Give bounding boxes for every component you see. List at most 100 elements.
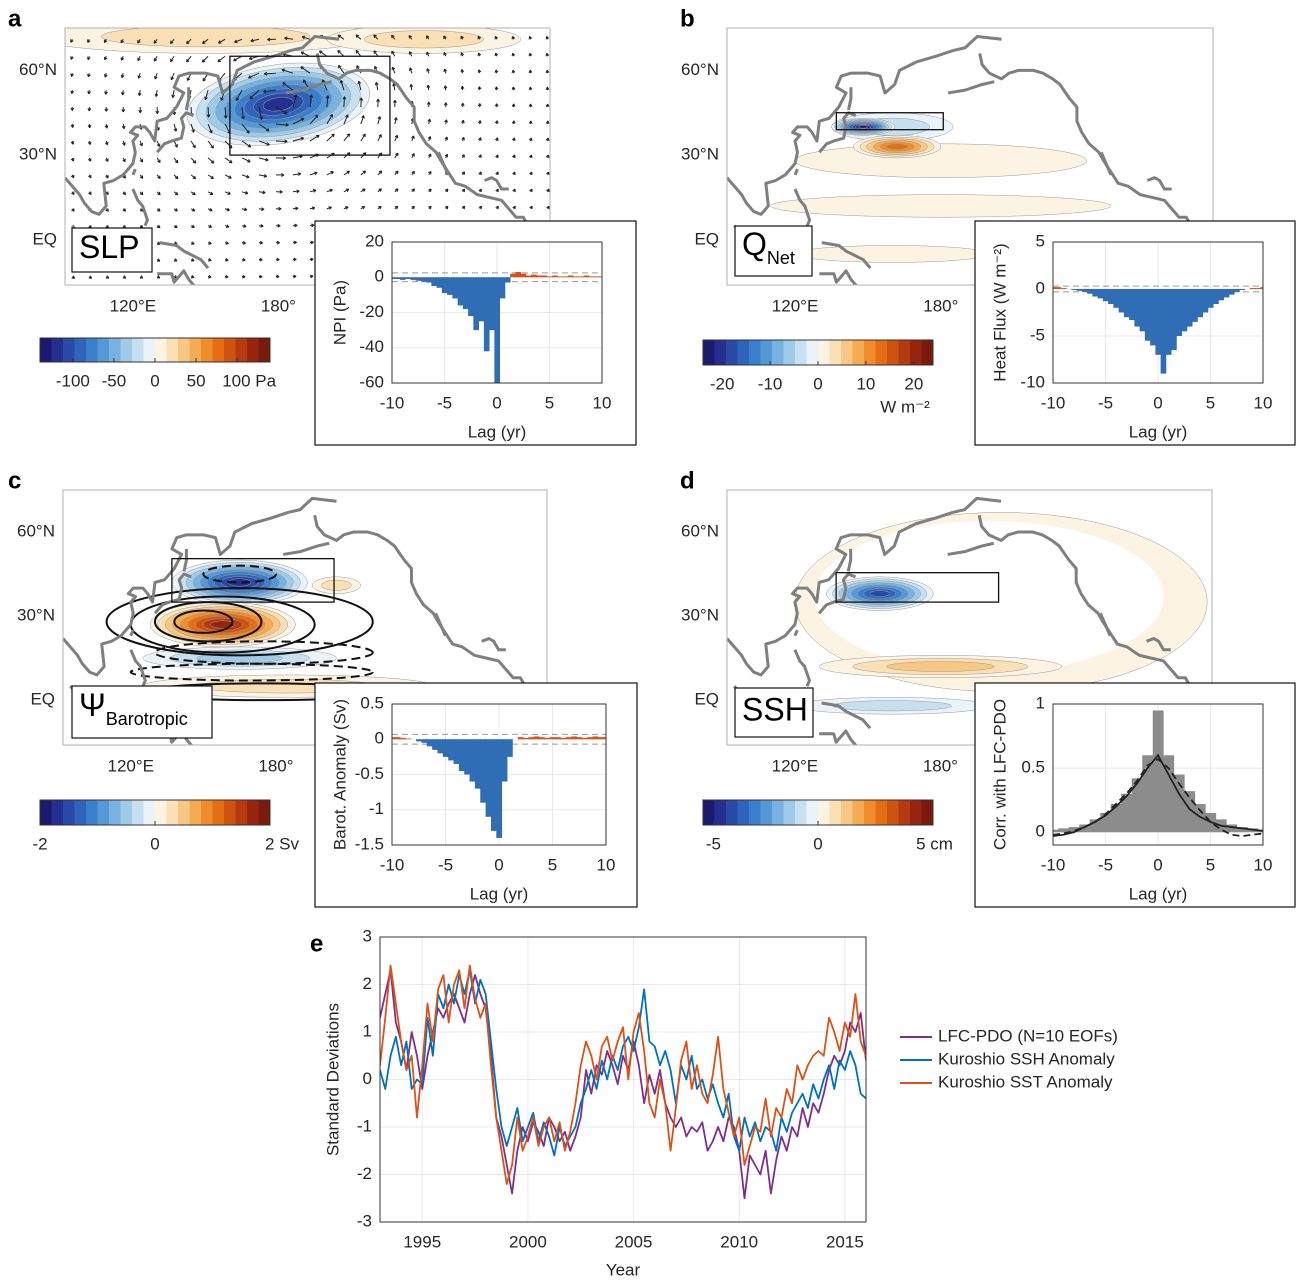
lag-value [1089, 819, 1101, 833]
wind-vector [224, 174, 232, 179]
plot-area [392, 271, 602, 383]
wind-vector-head [192, 175, 197, 180]
wind-vector-head [495, 188, 499, 193]
x-tick-label: -5 [438, 855, 453, 874]
wind-vector-head [263, 89, 267, 94]
colorbar-swatch [40, 800, 52, 825]
wind-vector-head [87, 56, 91, 61]
wind-vector [292, 173, 301, 176]
wind-vector-head [293, 240, 297, 245]
lag-value [448, 739, 454, 761]
wind-vector-head [192, 160, 197, 164]
x-tick-label: 10 [597, 855, 616, 874]
wind-vector [292, 94, 297, 108]
wind-vector-head [155, 110, 160, 115]
wind-vector-head [545, 69, 550, 74]
coastline [818, 572, 857, 615]
lag-value [533, 736, 540, 740]
wind-vector-head [208, 274, 212, 279]
lag-value [1239, 289, 1246, 290]
colorbar-tick-label: 0 [150, 371, 159, 390]
colorbar-swatch [63, 338, 75, 362]
panel-letter: c [8, 467, 21, 494]
wind-vector-head [444, 136, 449, 140]
y-tick-label: 0 [1036, 822, 1045, 841]
wind-vector-head [478, 171, 482, 175]
lag-value [1142, 755, 1154, 833]
wind-vector-head [71, 275, 76, 279]
wind-vector-head [512, 171, 516, 176]
lag-value [592, 736, 599, 740]
wind-vector-head [495, 205, 499, 210]
colorbar-swatch [818, 340, 830, 365]
wind-vector-head [477, 120, 482, 124]
wind-vector-head [411, 188, 416, 192]
wind-vector-head [460, 52, 464, 56]
wind-vector-head [122, 208, 127, 212]
y-axis-label: Heat Flux (W m⁻²) [990, 243, 1009, 381]
axes-frame [391, 241, 603, 384]
anomaly-contour [794, 245, 990, 263]
colorbar-swatch [132, 800, 144, 825]
wind-vector-head [191, 241, 195, 245]
lag-value [1113, 289, 1120, 308]
wind-vector-head [154, 75, 158, 80]
lag-value [1234, 289, 1240, 292]
wind-vector-head [282, 82, 286, 86]
wind-vector-head [330, 171, 334, 175]
wind-vector [224, 140, 233, 149]
y-axis-label: NPI (Pa) [330, 280, 349, 345]
wind-vector-head [309, 94, 314, 98]
wind-vector-head [87, 91, 91, 95]
map-field [727, 496, 1208, 745]
wind-vector-head [250, 38, 254, 43]
colorbar-swatch [212, 800, 225, 825]
wind-vector-head [154, 93, 159, 97]
colorbar-swatch [875, 800, 888, 825]
x-tick-label: 2015 [826, 1232, 864, 1251]
wind-vector-head [310, 240, 314, 245]
lag-value [1155, 289, 1162, 355]
colorbar-swatch [829, 340, 842, 365]
wind-vector [275, 123, 289, 126]
wind-vector-head [233, 57, 237, 62]
colorbar-swatch [910, 800, 922, 825]
wind-vector-head [153, 58, 158, 62]
anomaly-contour [100, 28, 311, 48]
wind-vector-head [225, 224, 230, 228]
wind-vector-head [528, 103, 533, 107]
colorbar-swatch [201, 800, 213, 825]
x-tick-label: -5 [437, 393, 452, 412]
lag-value [1055, 287, 1062, 289]
lag-value [597, 737, 604, 740]
wind-vector-head [70, 73, 74, 77]
x-tick-label: -5 [1098, 855, 1113, 874]
axes-frame [391, 703, 607, 846]
colorbar-tick-label: 20 [904, 374, 923, 393]
wind-vector-head [312, 189, 317, 193]
lag-value [557, 276, 564, 278]
wind-vector-head [443, 35, 447, 39]
wind-vector [309, 135, 320, 142]
wind-vector-head [478, 188, 482, 193]
x-tick-label: 2010 [720, 1232, 758, 1251]
wind-vector-head [296, 189, 300, 194]
map-frame [64, 27, 551, 286]
wind-vector-head [104, 91, 108, 95]
lag-value [400, 737, 406, 740]
lon-tick-label: 120°E [108, 756, 155, 775]
colorbar-swatch [258, 800, 271, 825]
colorbar-swatch [97, 800, 110, 825]
y-axis-label: Barot. Anomaly (Sv) [330, 699, 349, 850]
wind-vector-head [87, 158, 92, 162]
wind-vector-head [70, 124, 75, 128]
wind-vector-head [122, 175, 126, 179]
lag-value [431, 277, 438, 287]
lag-value [1097, 289, 1104, 299]
coastline [793, 188, 812, 227]
wind-vector-head [346, 133, 351, 137]
lag-value [1068, 827, 1080, 833]
wind-vector-head [87, 124, 92, 129]
wind-vector [190, 157, 197, 164]
wind-vector-head [139, 191, 144, 196]
